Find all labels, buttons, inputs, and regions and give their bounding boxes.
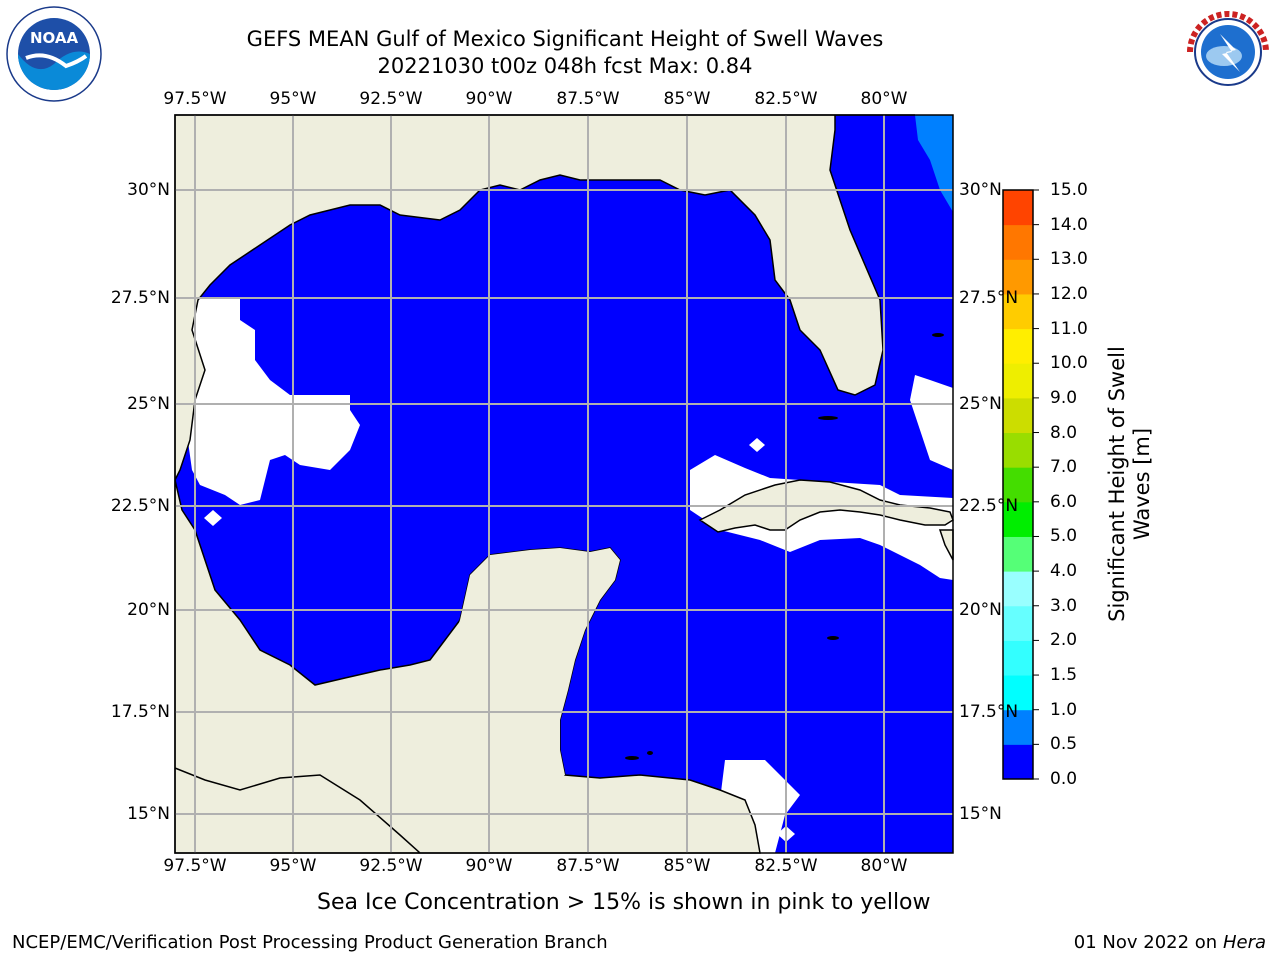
colorbar-tick-label: 9.0 bbox=[1050, 387, 1078, 408]
graticule bbox=[175, 115, 953, 853]
lat-tick-right: 25°N bbox=[959, 394, 1002, 414]
lon-tick-top: 87.5°W bbox=[556, 89, 620, 109]
colorbar-tick-label: 13.0 bbox=[1050, 249, 1088, 270]
lat-tick-left: 30°N bbox=[127, 180, 170, 200]
colorbar-segment bbox=[1003, 709, 1033, 745]
colorbar-segment bbox=[1003, 259, 1033, 295]
lon-tick-top: 92.5°W bbox=[359, 89, 423, 109]
colorbar-segment bbox=[1003, 293, 1033, 330]
colorbar-tick-label: 7.0 bbox=[1050, 457, 1078, 478]
colorbar-tick-label: 10.0 bbox=[1050, 353, 1088, 374]
lon-tick-bottom: 85°W bbox=[663, 856, 711, 876]
lat-tick-right: 30°N bbox=[959, 180, 1002, 200]
lon-tick-top: 97.5°W bbox=[163, 89, 227, 109]
colorbar-segment bbox=[1003, 501, 1033, 537]
colorbar-segment bbox=[1003, 605, 1033, 641]
lon-tick-top: 85°W bbox=[663, 89, 711, 109]
lat-tick-left: 27.5°N bbox=[110, 288, 170, 308]
colorbar-segment bbox=[1003, 328, 1033, 364]
colorbar bbox=[1002, 189, 1039, 780]
colorbar-tick-label: 14.0 bbox=[1050, 214, 1088, 235]
colorbar-tick-label: 6.0 bbox=[1050, 491, 1078, 512]
lon-tick-bottom: 82.5°W bbox=[754, 856, 818, 876]
lon-tick-top: 82.5°W bbox=[754, 89, 818, 109]
map-frame bbox=[174, 114, 954, 854]
colorbar-tick-label: 1.5 bbox=[1050, 665, 1078, 686]
colorbar-tick-label: 4.0 bbox=[1050, 561, 1078, 582]
lon-tick-bottom: 97.5°W bbox=[163, 856, 227, 876]
lat-tick-left: 22.5°N bbox=[110, 496, 170, 516]
colorbar-tick-label: 12.0 bbox=[1050, 283, 1088, 304]
footer-date-text: 01 Nov 2022 on bbox=[1073, 932, 1218, 953]
lat-tick-left: 17.5°N bbox=[110, 702, 170, 722]
footer-branch: NCEP/EMC/Verification Post Processing Pr… bbox=[12, 932, 608, 953]
noaa-logo-icon: NOAA bbox=[6, 6, 102, 102]
colorbar-segment bbox=[1003, 224, 1033, 260]
footer-host: Hera bbox=[1222, 932, 1266, 953]
colorbar-segment bbox=[1003, 640, 1033, 676]
lat-tick-right: 20°N bbox=[959, 600, 1002, 620]
colorbar-tick-label: 8.0 bbox=[1050, 422, 1078, 443]
chart-title: GEFS MEAN Gulf of Mexico Significant Hei… bbox=[246, 27, 884, 51]
lat-tick-left: 15°N bbox=[127, 804, 170, 824]
lon-tick-bottom: 95°W bbox=[269, 856, 317, 876]
lat-tick-left: 20°N bbox=[127, 600, 170, 620]
lat-tick-right: 15°N bbox=[959, 804, 1002, 824]
colorbar-tick-label: 5.0 bbox=[1050, 526, 1078, 547]
lon-tick-bottom: 87.5°W bbox=[556, 856, 620, 876]
lon-tick-bottom: 92.5°W bbox=[359, 856, 423, 876]
colorbar-segment bbox=[1003, 363, 1033, 399]
footer-date: 01 Nov 2022 on Hera bbox=[1074, 932, 1266, 953]
lon-tick-bottom: 80°W bbox=[860, 856, 908, 876]
colorbar-segment bbox=[1003, 675, 1033, 711]
lon-tick-top: 90°W bbox=[465, 89, 513, 109]
no-data-areas bbox=[180, 298, 953, 853]
colorbar-tick-label: 11.0 bbox=[1050, 318, 1088, 339]
lat-tick-right: 17.5°N bbox=[959, 702, 1019, 722]
colorbar-segment bbox=[1003, 190, 1033, 226]
colorbar-segment bbox=[1003, 432, 1033, 468]
colorbar-title: Significant Height of Swell Waves [m] bbox=[1105, 346, 1154, 622]
colorbar-tick-label: 0.0 bbox=[1050, 769, 1078, 789]
lon-tick-bottom: 90°W bbox=[465, 856, 513, 876]
lon-tick-top: 95°W bbox=[269, 89, 317, 109]
colorbar-tick-label: 0.5 bbox=[1050, 734, 1078, 755]
colorbar-segment bbox=[1003, 744, 1033, 780]
svg-text:NOAA: NOAA bbox=[30, 29, 79, 47]
colorbar-tick-label: 2.0 bbox=[1050, 630, 1078, 651]
nws-logo-icon bbox=[1180, 4, 1276, 100]
lon-tick-top: 80°W bbox=[860, 89, 908, 109]
islands bbox=[625, 333, 944, 760]
chart-subtitle: 20221030 t00z 048h fcst Max: 0.84 bbox=[377, 54, 753, 78]
colorbar-segment bbox=[1003, 536, 1033, 572]
colorbar-segment bbox=[1003, 467, 1033, 503]
lat-tick-right: 27.5°N bbox=[959, 288, 1019, 308]
colorbar-segment bbox=[1003, 571, 1033, 607]
colorbar-segment bbox=[1003, 397, 1033, 434]
lat-tick-left: 25°N bbox=[127, 394, 170, 414]
colorbar-tick-label: 15.0 bbox=[1050, 180, 1088, 200]
sea-ice-caption: Sea Ice Concentration > 15% is shown in … bbox=[317, 890, 931, 915]
ocean-swell-0.5m bbox=[915, 115, 953, 212]
colorbar-tick-label: 3.0 bbox=[1050, 595, 1078, 616]
colorbar-tick-label: 1.0 bbox=[1050, 699, 1078, 720]
lat-tick-right: 22.5°N bbox=[959, 496, 1019, 516]
colorbar-frame bbox=[1002, 189, 1034, 780]
